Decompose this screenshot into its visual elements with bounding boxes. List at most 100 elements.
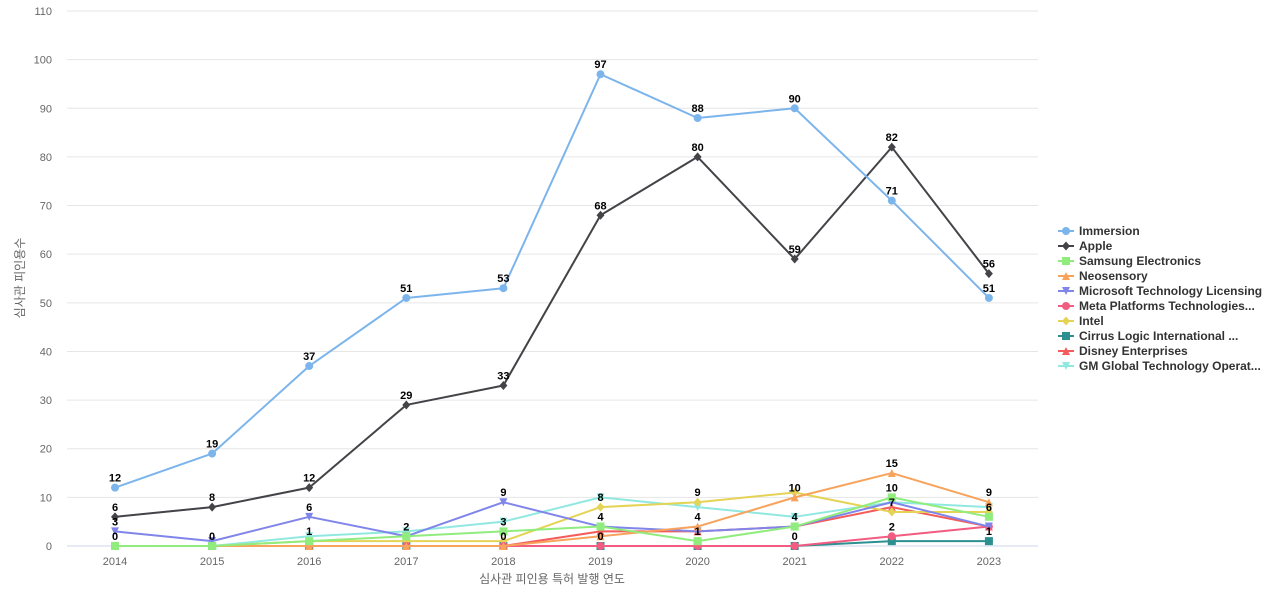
legend-label: Intel [1079,314,1104,328]
series [111,70,993,551]
legend-marker [1062,316,1070,326]
data-point [499,527,508,536]
x-tick-label: 2015 [200,556,224,568]
data-point [790,104,799,113]
series-line [114,73,990,489]
annotation-label: 9 [986,487,992,499]
data-point [693,497,702,507]
data-label: 37 [303,351,315,363]
data-point [984,512,993,521]
legend-label: Microsoft Technology Licensing [1079,284,1262,298]
data-label: 90 [789,93,801,105]
data-point [596,502,605,512]
data-label: 33 [497,371,509,383]
data-point [596,532,605,541]
x-axis-title: 심사관 피인용 특허 발행 연도 [479,571,625,586]
series-1 [111,142,993,522]
legend-item[interactable]: Samsung Electronics [1058,254,1201,268]
data-point [402,542,411,550]
legend-item[interactable]: Meta Platforms Technologies... [1058,299,1255,313]
data-point [887,196,896,205]
x-tick-label: 2016 [297,556,321,568]
legend-item[interactable]: Cirrus Logic International ... [1058,329,1238,343]
x-tick-label: 2018 [491,556,515,568]
data-point [208,542,217,550]
data-point [693,114,702,122]
data-label: 12 [109,473,121,485]
data-point [305,362,314,371]
x-tick-label: 2014 [103,556,127,568]
legend-item[interactable]: Apple [1058,239,1113,253]
legend-item[interactable]: GM Global Technology Operat... [1058,359,1261,373]
annotation-label: 1 [306,526,312,538]
annotation-label: 0 [209,531,215,543]
legend-label: GM Global Technology Operat... [1079,359,1261,373]
data-point [499,542,508,550]
annotation-label: 3 [112,516,118,528]
legend-item[interactable]: Disney Enterprises [1058,344,1188,358]
data-label: 6 [112,502,118,514]
axes: 심사관 피인용 특허 발행 연도 심사관 피인용수 01020304050607… [13,6,1038,586]
y-tick-label: 70 [40,201,52,213]
data-label: 59 [789,244,801,256]
annotation-label: 6 [986,502,992,514]
data-point [499,284,508,293]
legend-item[interactable]: Neosensory [1058,269,1148,283]
series-line [114,146,990,518]
data-point [499,498,508,507]
legend-marker [1062,272,1070,280]
data-label: 8 [209,492,215,504]
y-tick-label: 30 [40,395,52,407]
annotation-label: 8 [597,492,603,504]
data-label: 97 [594,59,606,71]
legend-marker [1062,347,1070,355]
data-point [596,522,605,531]
series-line [114,501,990,543]
data-point [402,527,411,536]
y-tick-label: 40 [40,346,52,358]
y-tick-label: 20 [40,444,52,456]
data-label: 68 [594,200,606,212]
data-label: 88 [691,103,703,115]
series-line [115,472,990,547]
data-point [596,210,605,220]
legend-label: Apple [1079,239,1113,253]
y-tick-label: 80 [40,152,52,164]
data-label: 51 [400,283,412,295]
series-line [115,496,990,547]
legend-label: Neosensory [1079,269,1148,283]
data-label: 51 [983,283,995,295]
legend-marker [1062,241,1070,251]
data-label: 12 [303,473,315,485]
data-point [305,532,314,541]
data-point [402,400,411,410]
x-tick-label: 2020 [685,556,709,568]
y-tick-label: 60 [40,249,52,261]
y-tick-label: 90 [40,103,52,115]
legend-item[interactable]: Immersion [1058,224,1140,238]
data-point [887,469,896,478]
data-point [305,483,314,493]
legend-marker [1062,362,1070,370]
annotation-label: 0 [500,531,506,543]
data-point [790,493,799,502]
legend-label: Cirrus Logic International ... [1079,329,1238,343]
data-labels: 1219375153978890715168122933688059825630… [109,59,995,543]
annotation-label: 1 [695,526,701,538]
annotation-label: 1 [986,526,992,538]
y-tick-label: 50 [40,298,52,310]
legend-item[interactable]: Microsoft Technology Licensing [1058,284,1262,298]
data-point [305,512,314,521]
data-point [111,527,119,536]
data-point [790,488,799,497]
legend-marker [1062,287,1070,295]
legend-marker [1062,227,1070,235]
data-point [402,293,411,302]
annotation-label: 4 [597,512,604,524]
legend-item[interactable]: Intel [1058,314,1104,328]
legend-label: Disney Enterprises [1079,344,1188,358]
data-point [790,512,799,521]
data-point [984,269,993,279]
